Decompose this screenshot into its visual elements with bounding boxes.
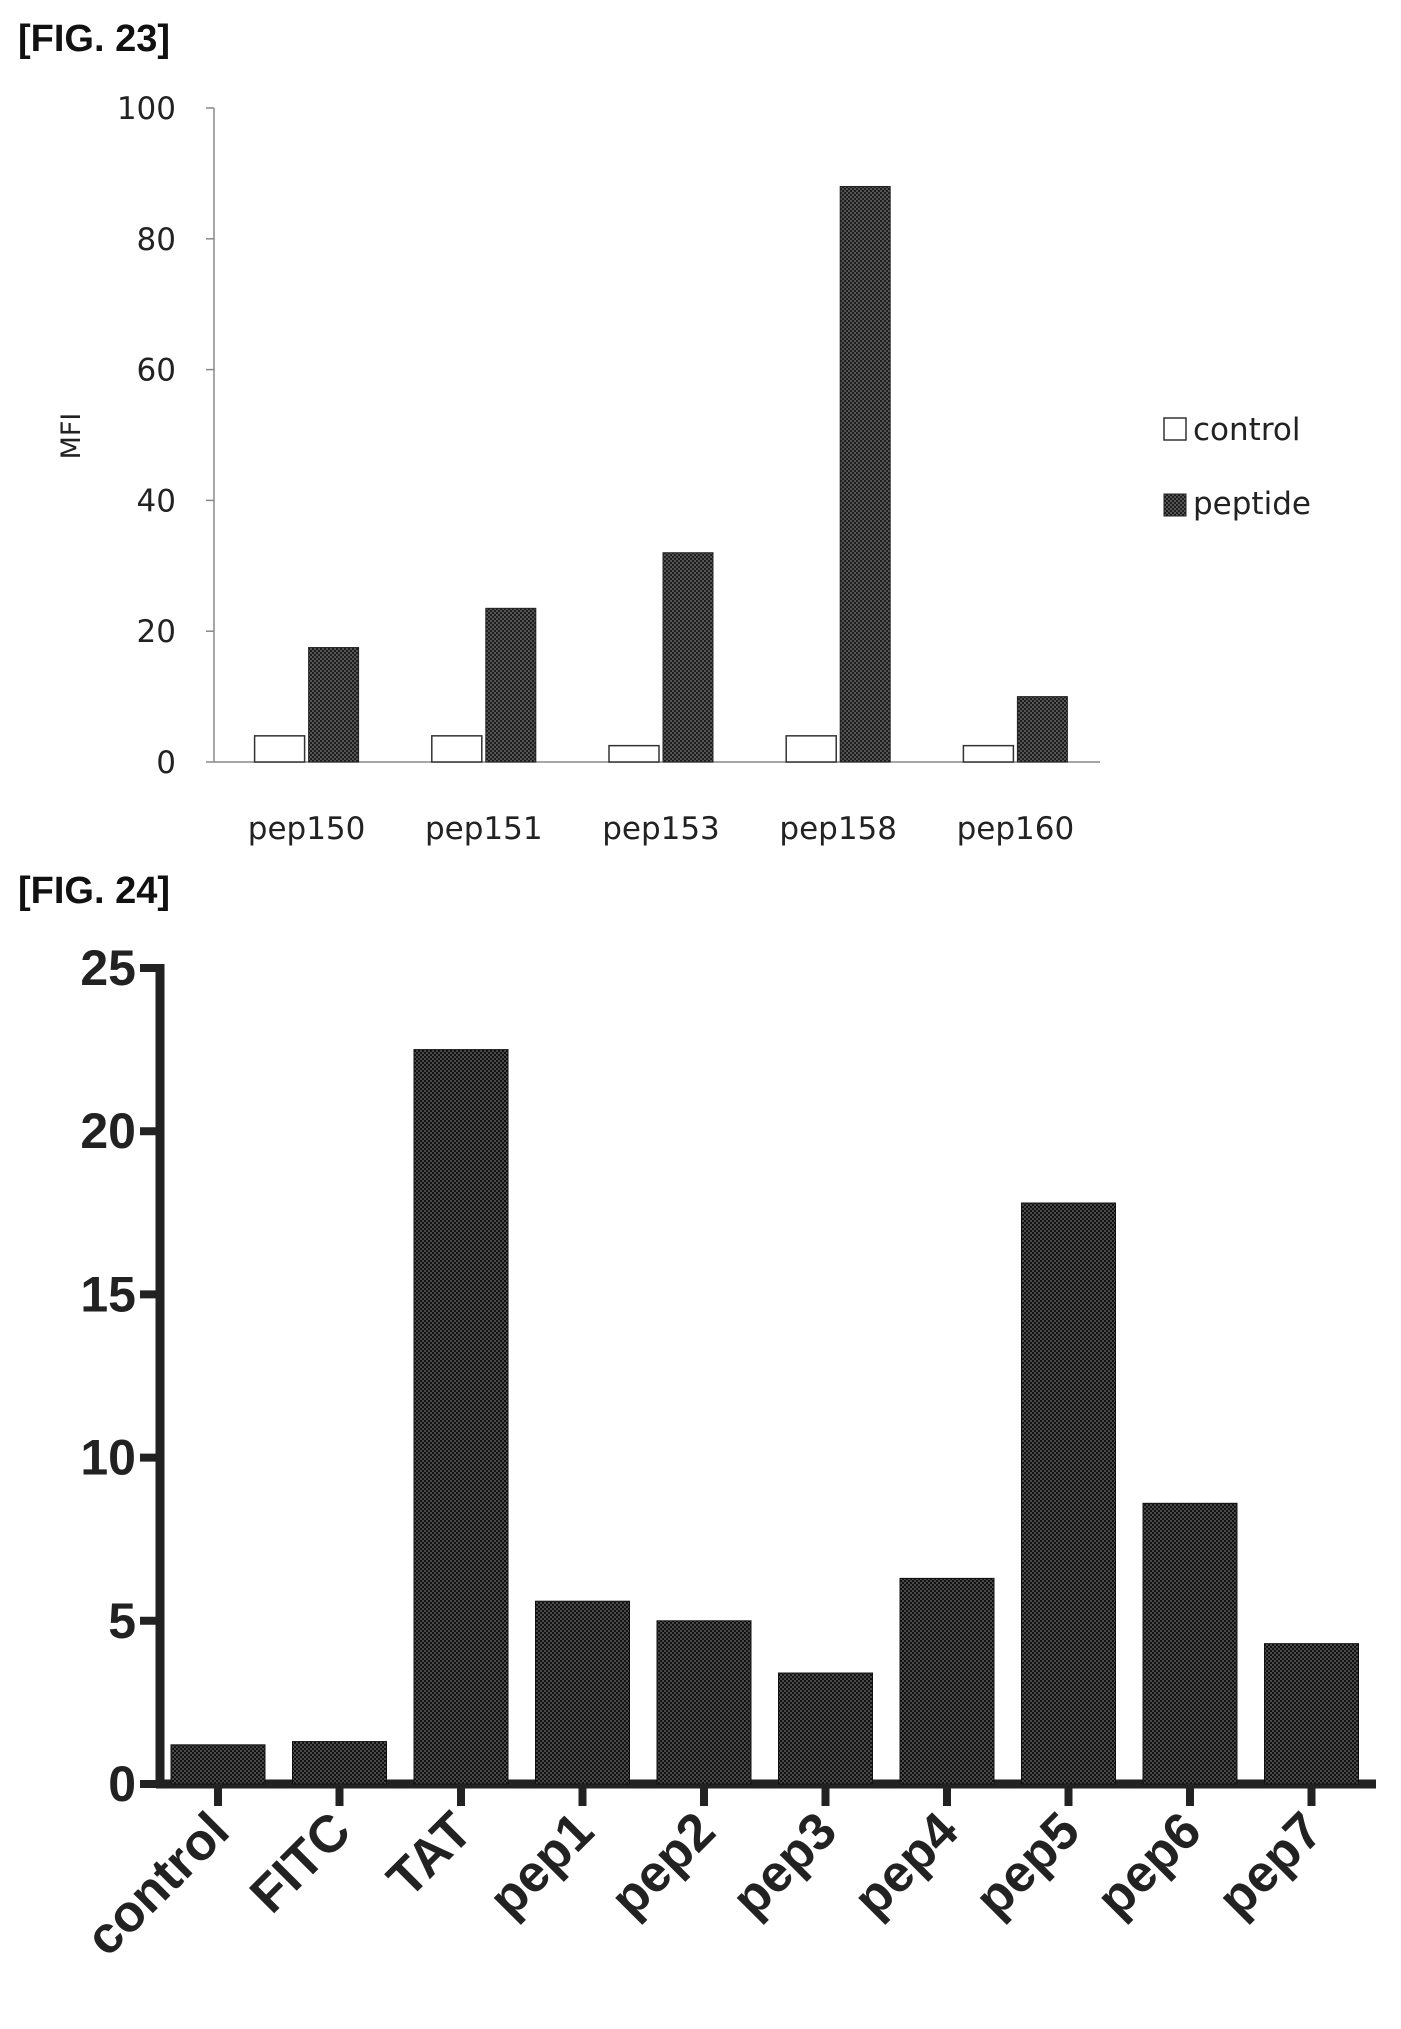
bar-pep1 <box>535 1600 630 1785</box>
y-axis-label: MFI <box>56 413 87 460</box>
bar-control-pep158 <box>785 735 837 763</box>
bar-peptide-pep151 <box>485 607 537 763</box>
x-tick-label-pep7: pep7 <box>1207 1801 1334 1928</box>
legend-swatch-control <box>1163 417 1187 441</box>
x-tick-label-pep1: pep1 <box>478 1801 605 1928</box>
x-tick-label-FITC: FITC <box>239 1801 362 1924</box>
x-tick-label-pep3: pep3 <box>721 1801 848 1928</box>
y-tick-label-0: 0 <box>156 745 176 781</box>
x-tick-label-pep2: pep2 <box>600 1801 727 1928</box>
x-tick-label-TAT: TAT <box>376 1801 483 1908</box>
bar-peptide-pep153 <box>662 552 714 763</box>
legend-label-peptide: peptide <box>1193 486 1311 522</box>
y-tick-label-40: 40 <box>137 483 176 519</box>
bar-pep7 <box>1264 1643 1359 1785</box>
bar-control-pep160 <box>962 744 1015 763</box>
x-tick-label-pep158: pep158 <box>779 811 897 847</box>
y-tick-label-20: 20 <box>80 1103 136 1159</box>
bar-control-pep151 <box>431 735 483 763</box>
bar-pep5 <box>1021 1202 1116 1785</box>
y-tick-label-25: 25 <box>80 940 136 996</box>
bar-pep3 <box>778 1672 873 1785</box>
x-tick-label-pep160: pep160 <box>957 811 1075 847</box>
bar-peptide-pep160 <box>1016 696 1068 763</box>
figure-23-label: [FIG. 23] <box>18 18 171 60</box>
y-tick-label-10: 10 <box>80 1430 136 1486</box>
bar-control-pep153 <box>608 744 660 763</box>
bar-pep4 <box>899 1577 995 1785</box>
bar-control <box>170 1744 266 1785</box>
y-tick-label-15: 15 <box>80 1266 136 1322</box>
chart-fig23: 0 20 40 60 80 100 MFI pep150 pep151 pep153 pep158 p… <box>56 91 1311 847</box>
bar-pep2 <box>656 1620 752 1785</box>
x-tick-label-pep5: pep5 <box>964 1801 1091 1928</box>
bar-peptide-pep158 <box>839 185 891 763</box>
y-tick-label-20: 20 <box>137 614 176 650</box>
x-tick-label-pep4: pep4 <box>843 1801 970 1928</box>
bar-pep6 <box>1142 1502 1238 1785</box>
y-tick-label-60: 60 <box>137 353 176 389</box>
legend-swatch-peptide <box>1163 493 1187 517</box>
bar-peptide-pep150 <box>308 647 360 763</box>
y-tick-label-100: 100 <box>117 91 176 127</box>
y-tick-label-5: 5 <box>108 1593 136 1649</box>
bar-TAT <box>413 1049 509 1785</box>
x-tick-label-pep153: pep153 <box>602 811 720 847</box>
legend-label-control: control <box>1193 412 1300 448</box>
x-tick-label-pep151: pep151 <box>425 811 543 847</box>
y-tick-label-80: 80 <box>137 222 176 258</box>
y-tick-label-0: 0 <box>108 1756 136 1812</box>
bar-FITC <box>292 1741 387 1785</box>
x-tick-label-pep150: pep150 <box>248 811 366 847</box>
bar-control-pep150 <box>253 735 306 763</box>
x-tick-label-pep6: pep6 <box>1086 1801 1213 1928</box>
x-tick-label-control: control <box>75 1801 241 1967</box>
figure-24-label: [FIG. 24] <box>18 870 171 912</box>
